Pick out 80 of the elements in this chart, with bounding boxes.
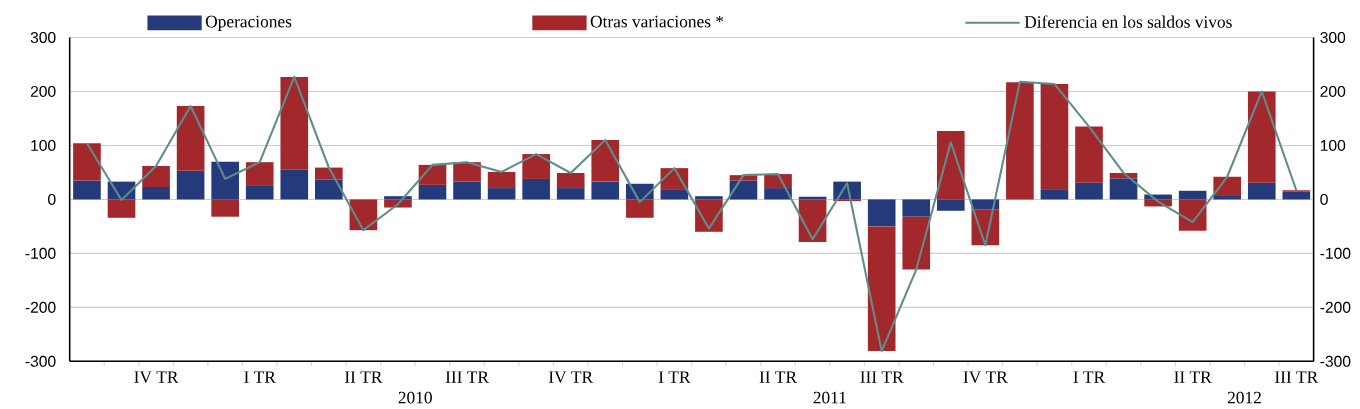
bar [280, 169, 309, 200]
bar [1282, 191, 1311, 200]
bar [1075, 182, 1103, 200]
bar [625, 199, 654, 218]
bar [522, 153, 550, 179]
bar [591, 181, 620, 200]
bar [73, 143, 101, 181]
bar [176, 170, 205, 200]
x-tick-label: III TR [1275, 371, 1319, 383]
bar [107, 199, 136, 218]
bar [1247, 182, 1276, 200]
x-tick-label: I TR [1073, 371, 1106, 383]
y-tick-label: -200 [25, 301, 56, 313]
bar [695, 196, 723, 200]
y-tick-label: 100 [31, 139, 56, 151]
y2-tick-label: 200 [1320, 85, 1346, 97]
y-tick-label: 300 [30, 31, 56, 43]
bar [245, 185, 274, 200]
bar [487, 187, 516, 200]
bar [315, 179, 343, 200]
bar [487, 171, 516, 188]
bar [556, 187, 585, 200]
bar [245, 162, 274, 186]
bar [764, 187, 792, 200]
bar [1213, 176, 1242, 195]
y-tick-label: 200 [30, 85, 56, 97]
x-tick-label: III TR [860, 371, 904, 383]
legend-label: Diferencia en los saldos vivos [1024, 15, 1232, 28]
bar [936, 199, 965, 211]
bar [522, 178, 550, 200]
bar [1040, 83, 1069, 190]
bar [902, 216, 931, 270]
y2-tick-label: -300 [1320, 355, 1351, 367]
x-tick-label: II TR [759, 371, 798, 383]
y2-tick-label: 0 [1320, 193, 1328, 205]
legend-label: Operaciones [205, 15, 292, 31]
y2-tick-label: -200 [1320, 301, 1351, 313]
y-tick-label: 0 [48, 193, 56, 205]
bar [591, 139, 620, 182]
x-tick-label: II TR [1174, 371, 1212, 383]
bar [1178, 190, 1207, 200]
bar [1109, 178, 1138, 200]
x-tick-label: I TR [658, 371, 691, 383]
bar [1213, 195, 1242, 200]
x-tick-label: IV TR [548, 371, 594, 383]
text: 2012 [1227, 391, 1261, 404]
bar [1075, 126, 1103, 183]
x-tick-label: IV TR [963, 371, 1008, 383]
bar [660, 189, 689, 200]
bar [142, 186, 170, 200]
bar [176, 105, 205, 171]
text: 2011 [813, 391, 846, 404]
bar [142, 165, 170, 187]
bar [1040, 189, 1069, 200]
bar [453, 181, 481, 200]
y2-tick-label: 300 [1320, 31, 1346, 43]
y-tick-label: -100 [25, 247, 56, 259]
bar [418, 184, 447, 200]
x-tick-label: II TR [344, 371, 383, 383]
text: 2010 [398, 391, 432, 404]
bar [211, 161, 239, 200]
bar [1178, 199, 1207, 231]
y2-tick-label: -100 [1320, 247, 1351, 259]
bar [556, 172, 585, 188]
bar [453, 162, 481, 182]
bar [211, 199, 239, 217]
x-tick-label: IV TR [134, 371, 179, 383]
bar [1006, 82, 1034, 200]
y2-tick-label: 100 [1320, 139, 1346, 151]
y-tick-label: -300 [25, 355, 56, 367]
bar [867, 199, 896, 227]
bar [1247, 91, 1276, 183]
bar [280, 76, 309, 170]
bar [867, 226, 896, 351]
x-tick-label: I TR [244, 371, 276, 383]
bar [73, 180, 101, 200]
bar [902, 199, 931, 217]
legend-label: Otras variaciones * [590, 15, 724, 28]
x-tick-label: III TR [445, 371, 489, 383]
line-series [85, 75, 1298, 353]
